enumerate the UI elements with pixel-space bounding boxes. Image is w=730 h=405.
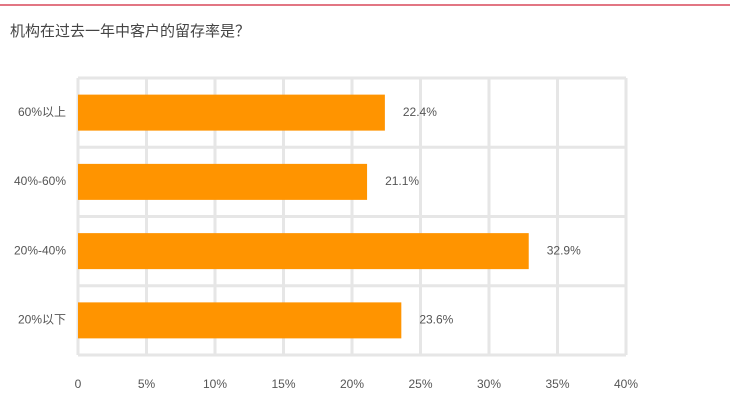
y-tick-label: 60%以上 [18, 105, 66, 119]
bar [78, 233, 529, 270]
x-tick-label: 15% [271, 377, 295, 391]
x-tick-label: 5% [138, 377, 156, 391]
x-tick-label: 10% [203, 377, 227, 391]
value-label: 23.6% [419, 313, 453, 327]
x-tick-label: 0 [75, 377, 82, 391]
value-label: 32.9% [547, 243, 581, 257]
x-tick-label: 30% [477, 377, 501, 391]
bar [78, 94, 385, 131]
x-tick-label: 20% [340, 377, 364, 391]
x-tick-label: 40% [614, 377, 638, 391]
value-label: 22.4% [403, 105, 437, 119]
y-tick-label: 20%以下 [18, 313, 66, 327]
y-tick-label: 20%-40% [14, 243, 66, 257]
x-tick-label: 35% [545, 377, 569, 391]
bar [78, 302, 402, 339]
chart-title: 机构在过去一年中客户的留存率是？ [10, 23, 250, 40]
x-tick-label: 25% [408, 377, 432, 391]
y-tick-label: 40%-60% [14, 174, 66, 188]
value-label: 21.1% [385, 174, 419, 188]
bar [78, 163, 368, 200]
